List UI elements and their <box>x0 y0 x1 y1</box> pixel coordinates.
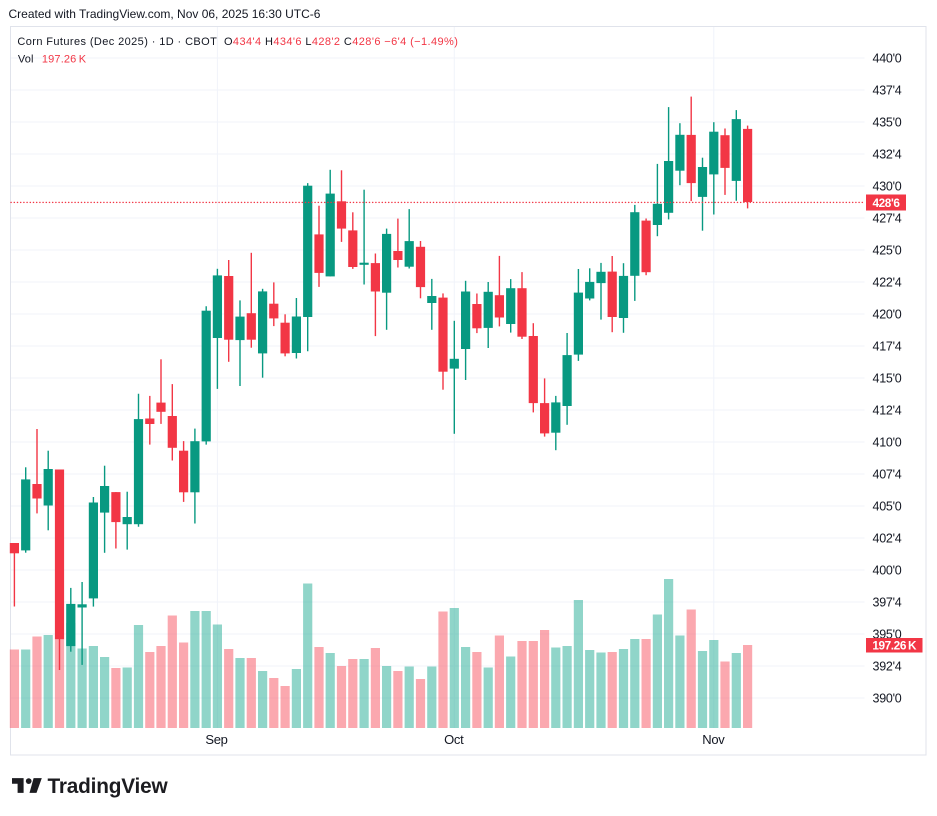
svg-text:Sep: Sep <box>205 732 227 747</box>
svg-text:430'0: 430'0 <box>873 179 902 193</box>
svg-text:397'4: 397'4 <box>873 595 902 609</box>
svg-text:197.26 K: 197.26 K <box>872 638 917 652</box>
svg-text:422'4: 422'4 <box>873 275 902 289</box>
svg-text:415'0: 415'0 <box>873 371 902 385</box>
svg-text:420'0: 420'0 <box>873 307 902 321</box>
svg-text:395'0: 395'0 <box>873 627 902 641</box>
svg-text:417'4: 417'4 <box>873 339 902 353</box>
svg-text:425'0: 425'0 <box>873 243 902 257</box>
svg-text:440'0: 440'0 <box>873 51 902 65</box>
svg-text:TradingView: TradingView <box>48 775 169 798</box>
svg-text:405'0: 405'0 <box>873 499 902 513</box>
svg-text:390'0: 390'0 <box>873 691 902 705</box>
svg-text:407'4: 407'4 <box>873 467 902 481</box>
svg-text:Vol 197.26 K: Vol 197.26 K <box>18 54 87 66</box>
svg-text:402'4: 402'4 <box>873 531 902 545</box>
svg-text:428'6: 428'6 <box>872 196 900 210</box>
svg-text:Oct: Oct <box>444 732 464 747</box>
svg-text:Corn Futures (Dec 2025) · 1D ·: Corn Futures (Dec 2025) · 1D · CBOT O434… <box>17 36 458 48</box>
svg-text:437'4: 437'4 <box>873 83 902 97</box>
svg-text:427'4: 427'4 <box>873 211 902 225</box>
svg-text:412'4: 412'4 <box>873 403 902 417</box>
svg-text:392'4: 392'4 <box>873 659 902 673</box>
svg-text:432'4: 432'4 <box>873 147 902 161</box>
svg-text:400'0: 400'0 <box>873 563 902 577</box>
svg-text:410'0: 410'0 <box>873 435 902 449</box>
svg-text:Nov: Nov <box>702 732 725 747</box>
svg-text:435'0: 435'0 <box>873 115 902 129</box>
